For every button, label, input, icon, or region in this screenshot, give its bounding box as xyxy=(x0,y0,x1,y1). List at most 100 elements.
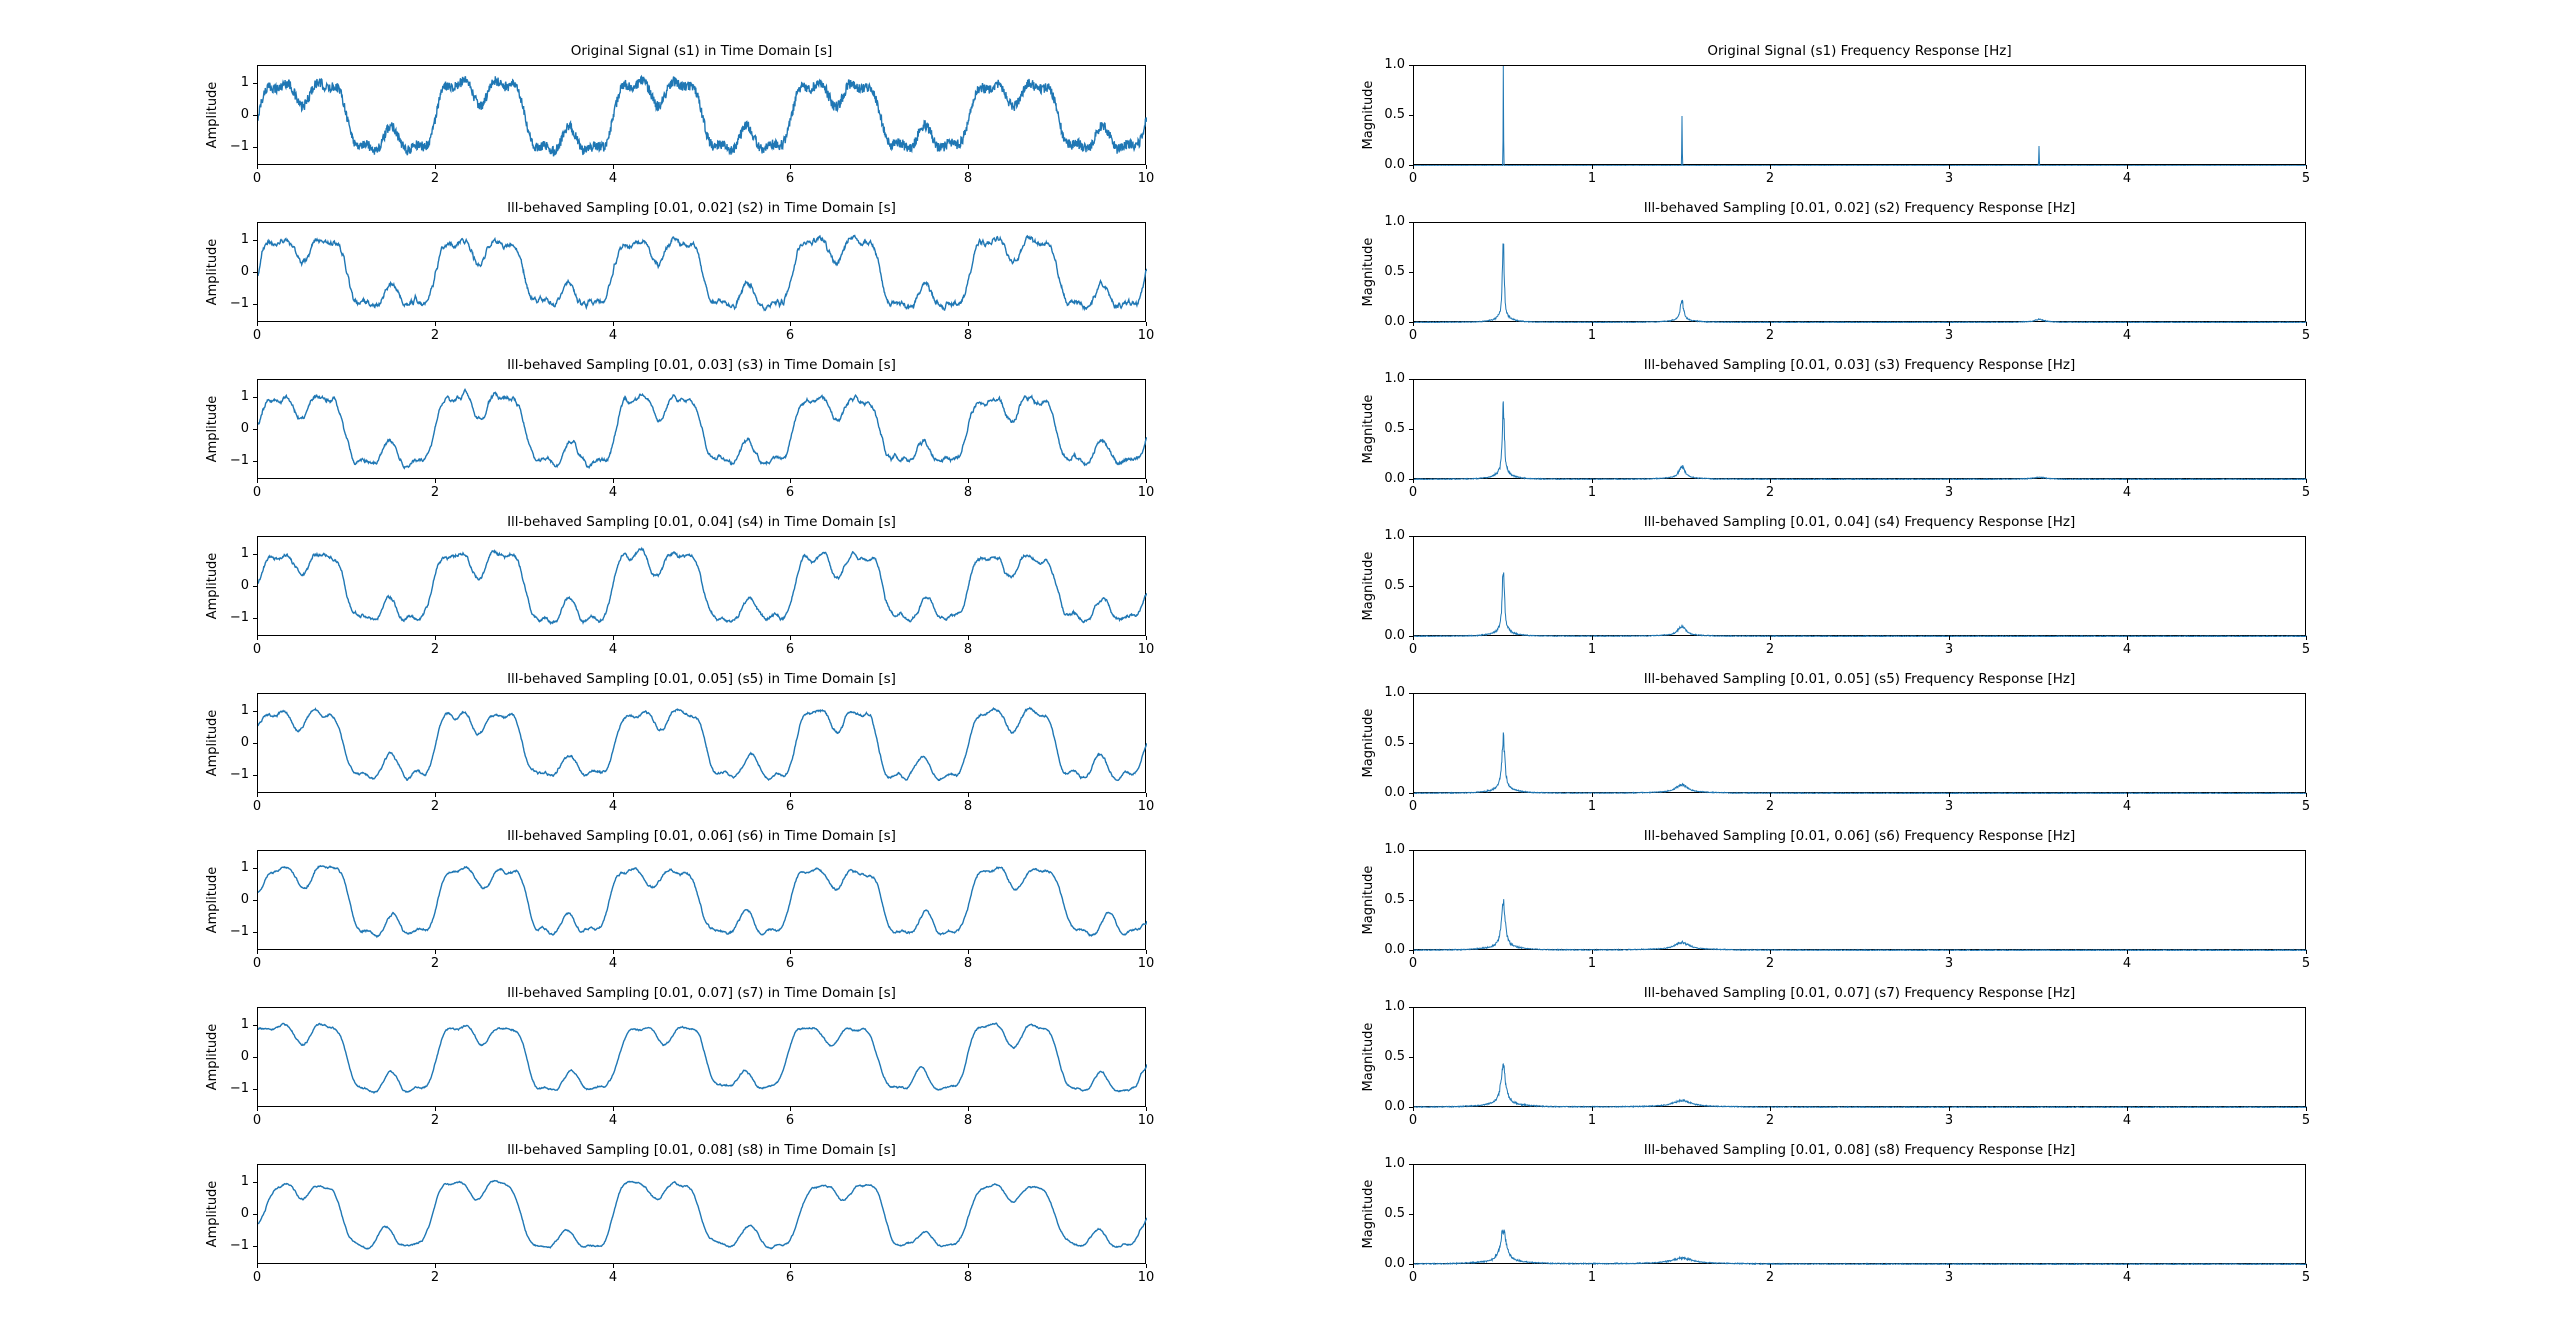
x-tick-label: 6 xyxy=(785,171,795,186)
x-tick-label: 10 xyxy=(1137,956,1155,971)
x-tick-mark xyxy=(2127,1107,2128,1111)
y-tick-mark xyxy=(1409,1164,1413,1165)
y-tick-label: −1 xyxy=(229,924,249,939)
axes-frame xyxy=(257,1007,1147,1107)
x-tick-mark xyxy=(2306,479,2307,483)
y-tick-mark xyxy=(253,115,257,116)
x-tick-mark xyxy=(1592,479,1593,483)
x-tick-label: 4 xyxy=(2122,799,2132,814)
signal-line xyxy=(258,706,1147,782)
x-tick-mark xyxy=(2306,165,2307,169)
x-tick-mark xyxy=(613,950,614,954)
x-tick-label: 4 xyxy=(2122,485,2132,500)
x-tick-label: 8 xyxy=(963,171,973,186)
y-tick-mark xyxy=(1409,272,1413,273)
y-tick-label: 0 xyxy=(240,264,249,279)
axes-frame xyxy=(257,1164,1147,1264)
x-tick-label: 0 xyxy=(252,1113,262,1128)
y-tick-label: 0 xyxy=(240,1049,249,1064)
x-tick-label: 3 xyxy=(1944,799,1954,814)
x-tick-label: 0 xyxy=(1408,642,1418,657)
y-tick-label: 0.0 xyxy=(1384,157,1405,172)
y-tick-mark xyxy=(1409,322,1413,323)
x-tick-mark xyxy=(2127,950,2128,954)
x-tick-label: 2 xyxy=(1765,956,1775,971)
y-tick-label: 0.0 xyxy=(1384,1099,1405,1114)
y-tick-mark xyxy=(1409,1107,1413,1108)
x-tick-mark xyxy=(2127,479,2128,483)
spectrum-plot-svg xyxy=(1414,1229,2307,1265)
x-tick-mark xyxy=(1949,165,1950,169)
y-tick-label: 0.0 xyxy=(1384,628,1405,643)
signal-line xyxy=(258,1179,1147,1250)
x-tick-mark xyxy=(1146,165,1147,169)
x-tick-label: 0 xyxy=(252,1270,262,1285)
x-tick-label: 4 xyxy=(608,956,618,971)
y-tick-mark xyxy=(1409,693,1413,694)
x-tick-label: 0 xyxy=(1408,799,1418,814)
signal-plot-svg xyxy=(258,864,1147,939)
x-tick-mark xyxy=(435,950,436,954)
y-tick-mark xyxy=(253,240,257,241)
y-tick-mark xyxy=(1409,743,1413,744)
y-tick-mark xyxy=(253,868,257,869)
x-tick-label: 2 xyxy=(430,171,440,186)
x-tick-mark xyxy=(1413,479,1414,483)
x-tick-label: 2 xyxy=(430,956,440,971)
y-tick-label: 1 xyxy=(240,232,249,247)
y-tick-label: 1.0 xyxy=(1384,371,1405,386)
y-tick-mark xyxy=(253,1246,257,1247)
x-tick-label: 8 xyxy=(963,328,973,343)
y-tick-mark xyxy=(253,618,257,619)
x-tick-label: 4 xyxy=(608,799,618,814)
x-tick-mark xyxy=(1146,322,1147,326)
x-tick-mark xyxy=(790,322,791,326)
x-tick-label: 8 xyxy=(963,642,973,657)
x-tick-mark xyxy=(2306,322,2307,326)
subplot-title: Ill-behaved Sampling [0.01, 0.04] (s4) i… xyxy=(507,514,896,530)
x-tick-label: 2 xyxy=(1765,799,1775,814)
x-tick-label: 8 xyxy=(963,956,973,971)
x-tick-mark xyxy=(1949,1107,1950,1111)
x-tick-mark xyxy=(2306,793,2307,797)
y-tick-mark xyxy=(1409,900,1413,901)
y-tick-mark xyxy=(1409,429,1413,430)
x-tick-label: 0 xyxy=(252,485,262,500)
y-tick-mark xyxy=(1409,1214,1413,1215)
x-tick-label: 6 xyxy=(785,328,795,343)
y-tick-mark xyxy=(1409,1264,1413,1265)
spectrum-plot-svg xyxy=(1414,243,2307,323)
x-tick-mark xyxy=(968,165,969,169)
x-tick-mark xyxy=(790,479,791,483)
y-tick-mark xyxy=(253,1025,257,1026)
y-tick-mark xyxy=(1409,950,1413,951)
x-tick-label: 2 xyxy=(430,1270,440,1285)
y-tick-mark xyxy=(1409,1007,1413,1008)
x-tick-mark xyxy=(613,165,614,169)
y-tick-label: 1 xyxy=(240,75,249,90)
x-tick-mark xyxy=(790,793,791,797)
y-tick-label: 1 xyxy=(240,389,249,404)
x-tick-mark xyxy=(1592,1264,1593,1268)
x-tick-label: 2 xyxy=(430,328,440,343)
signal-plot-svg xyxy=(258,706,1147,782)
y-tick-label: 1.0 xyxy=(1384,685,1405,700)
y-tick-mark xyxy=(253,586,257,587)
x-tick-mark xyxy=(2127,1264,2128,1268)
signal-line xyxy=(258,1022,1147,1094)
x-tick-label: 1 xyxy=(1587,642,1597,657)
y-tick-mark xyxy=(253,147,257,148)
x-tick-mark xyxy=(257,479,258,483)
subplot-title: Ill-behaved Sampling [0.01, 0.02] (s2) i… xyxy=(507,200,896,216)
axes-frame xyxy=(257,65,1147,165)
y-tick-label: 1.0 xyxy=(1384,528,1405,543)
x-tick-mark xyxy=(257,1264,258,1268)
x-tick-label: 0 xyxy=(252,328,262,343)
y-tick-mark xyxy=(1409,165,1413,166)
signal-plot-svg xyxy=(258,1022,1147,1094)
x-tick-mark xyxy=(435,1107,436,1111)
signal-line xyxy=(258,546,1147,626)
x-tick-label: 10 xyxy=(1137,485,1155,500)
x-tick-mark xyxy=(1770,322,1771,326)
